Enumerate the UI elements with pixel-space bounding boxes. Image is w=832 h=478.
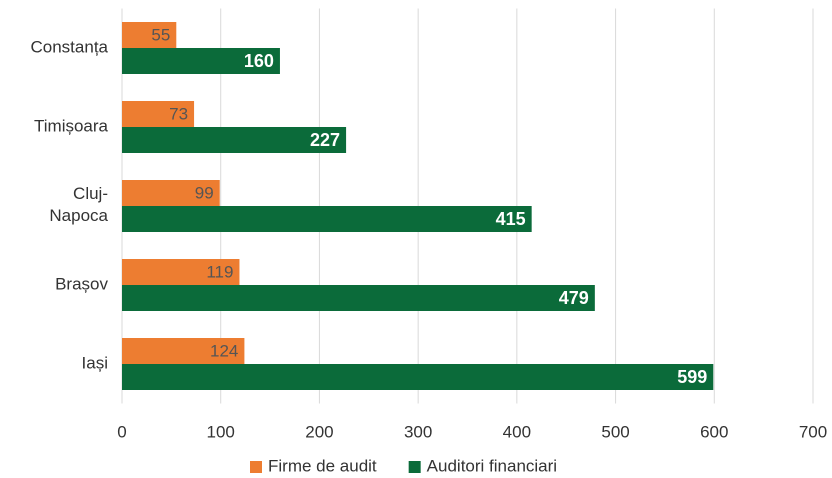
x-tick-label: 200 [305,422,333,441]
x-tick-label: 300 [404,422,432,441]
y-tick-label: Brașov [55,274,108,293]
bar [122,206,532,232]
legend-swatch [250,461,262,473]
value-label: 415 [496,209,526,229]
bar [122,180,220,206]
y-tick-label: Iași [82,353,108,372]
value-label: 160 [244,51,274,71]
x-tick-label: 400 [503,422,531,441]
y-tick-label: Constanța [31,37,109,56]
x-tick-label: 100 [207,422,235,441]
legend-label: Firme de audit [268,456,377,475]
bar [122,22,177,48]
legend-swatch [408,461,421,473]
y-tick-label: Timișoara [34,116,109,135]
value-label: 99 [195,183,214,202]
value-label: 599 [677,367,707,387]
x-tick-label: 0 [117,422,126,441]
value-label: 55 [151,25,170,44]
bar [122,338,245,364]
x-tick-label: 600 [700,422,728,441]
x-tick-label: 700 [799,422,827,441]
y-tick-label: Cluj-Napoca [49,184,108,225]
value-label: 227 [310,130,340,150]
bar [122,285,595,311]
bar [122,364,714,390]
value-label: 73 [169,104,188,123]
x-tick-label: 500 [601,422,629,441]
bar [122,127,347,153]
value-label: 124 [210,341,238,360]
legend-label: Auditori financiari [427,456,557,475]
value-label: 119 [206,262,233,281]
bar [122,48,280,74]
bar [122,259,240,285]
value-label: 479 [559,288,589,308]
bar [122,101,195,127]
